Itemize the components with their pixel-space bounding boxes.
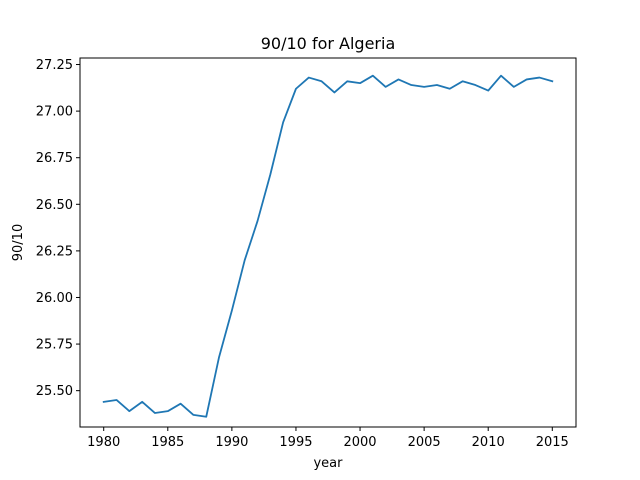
ticks-layer: 1980 1985 1990 1995 2000 2005 2010 2015 25.50 25.…: [36, 58, 569, 450]
plot-frame: [79, 57, 577, 428]
y-axis-title: 90/10: [11, 224, 26, 261]
x-tick-label: 1980: [87, 435, 120, 450]
y-tick-label: 26.25: [36, 244, 73, 259]
series-layer: [102, 74, 554, 418]
x-tick-label: 2005: [408, 435, 441, 450]
x-tick-label: 1985: [151, 435, 184, 450]
x-tick-label: 2010: [472, 435, 505, 450]
chart-title: 90/10 for Algeria: [261, 34, 396, 53]
y-tick-label: 25.75: [36, 338, 73, 353]
y-tick-label: 26.00: [36, 291, 73, 306]
y-tick-label: 27.00: [36, 105, 73, 120]
x-tick-label: 1990: [215, 435, 248, 450]
y-tick-label: 27.25: [36, 58, 73, 73]
x-axis-title: year: [313, 456, 343, 471]
y-tick-label: 25.50: [36, 384, 73, 399]
y-tick-label: 26.50: [36, 198, 73, 213]
x-tick-label: 2000: [343, 435, 376, 450]
x-tick-label: 2015: [536, 435, 569, 450]
y-tick-label: 26.75: [36, 151, 73, 166]
x-tick-label: 1995: [279, 435, 312, 450]
series-line-0: [102, 74, 554, 418]
